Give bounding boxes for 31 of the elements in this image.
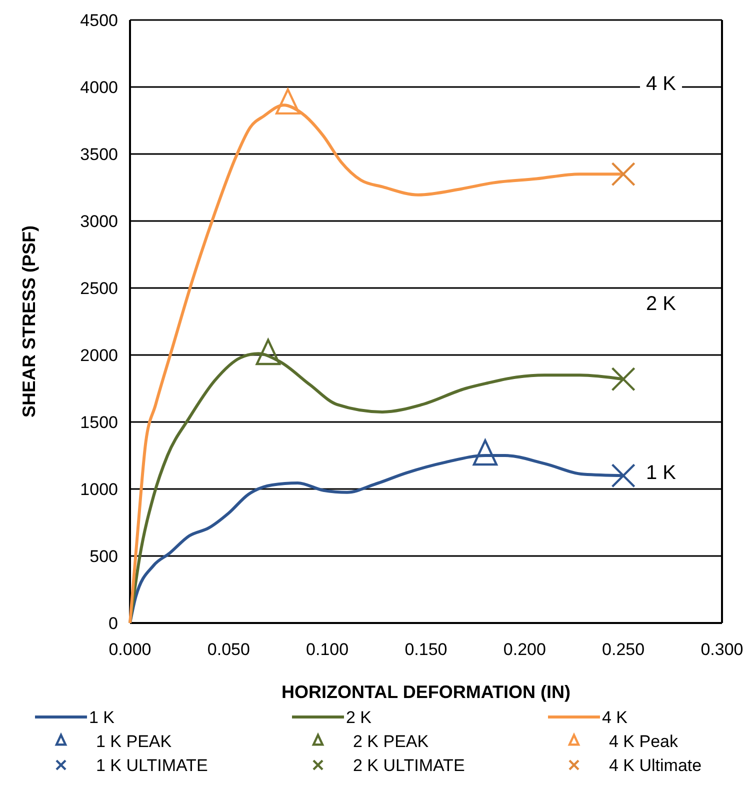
legend-label: 2 K PEAK xyxy=(353,732,430,751)
y-tick-label: 2500 xyxy=(80,278,118,298)
legend-label: 4 K Peak xyxy=(609,732,678,751)
y-tick-label: 4500 xyxy=(80,10,118,30)
x-tick-label: 0.000 xyxy=(108,640,152,659)
y-tick-label: 3000 xyxy=(80,212,118,231)
x-tick-label: 0.100 xyxy=(306,640,349,659)
legend-label: 2 K ULTIMATE xyxy=(353,756,465,775)
x-tick-label: 0.250 xyxy=(602,640,645,659)
legend-label: 4 K Ultimate xyxy=(609,756,702,775)
legend-label: 1 K ULTIMATE xyxy=(96,756,208,775)
y-tick-label: 4000 xyxy=(80,78,118,97)
x-tick-label: 0.050 xyxy=(207,640,250,659)
legend-label: 1 K PEAK xyxy=(96,732,172,751)
y-axis-title: SHEAR STRESS (PSF) xyxy=(19,225,39,418)
y-tick-label: 500 xyxy=(90,546,118,566)
legend-label: 1 K xyxy=(89,708,116,727)
y-tick-label: 1000 xyxy=(80,480,118,499)
y-tick-label: 3500 xyxy=(80,144,118,164)
annotation: 1 K xyxy=(646,462,677,484)
annotation: 2 K xyxy=(646,293,677,315)
y-tick-label: 2000 xyxy=(80,346,118,365)
x-tick-label: 0.300 xyxy=(700,640,744,659)
x-tick-label: 0.200 xyxy=(503,640,546,659)
x-tick-label: 0.150 xyxy=(404,640,448,659)
legend-label: 2 K xyxy=(346,708,372,727)
y-tick-label: 1500 xyxy=(80,412,118,432)
annotation: 4 K xyxy=(646,73,677,95)
legend-label: 4 K xyxy=(602,708,628,727)
y-tick-label: 0 xyxy=(108,614,118,633)
x-axis-title: HORIZONTAL DEFORMATION (IN) xyxy=(282,682,570,702)
